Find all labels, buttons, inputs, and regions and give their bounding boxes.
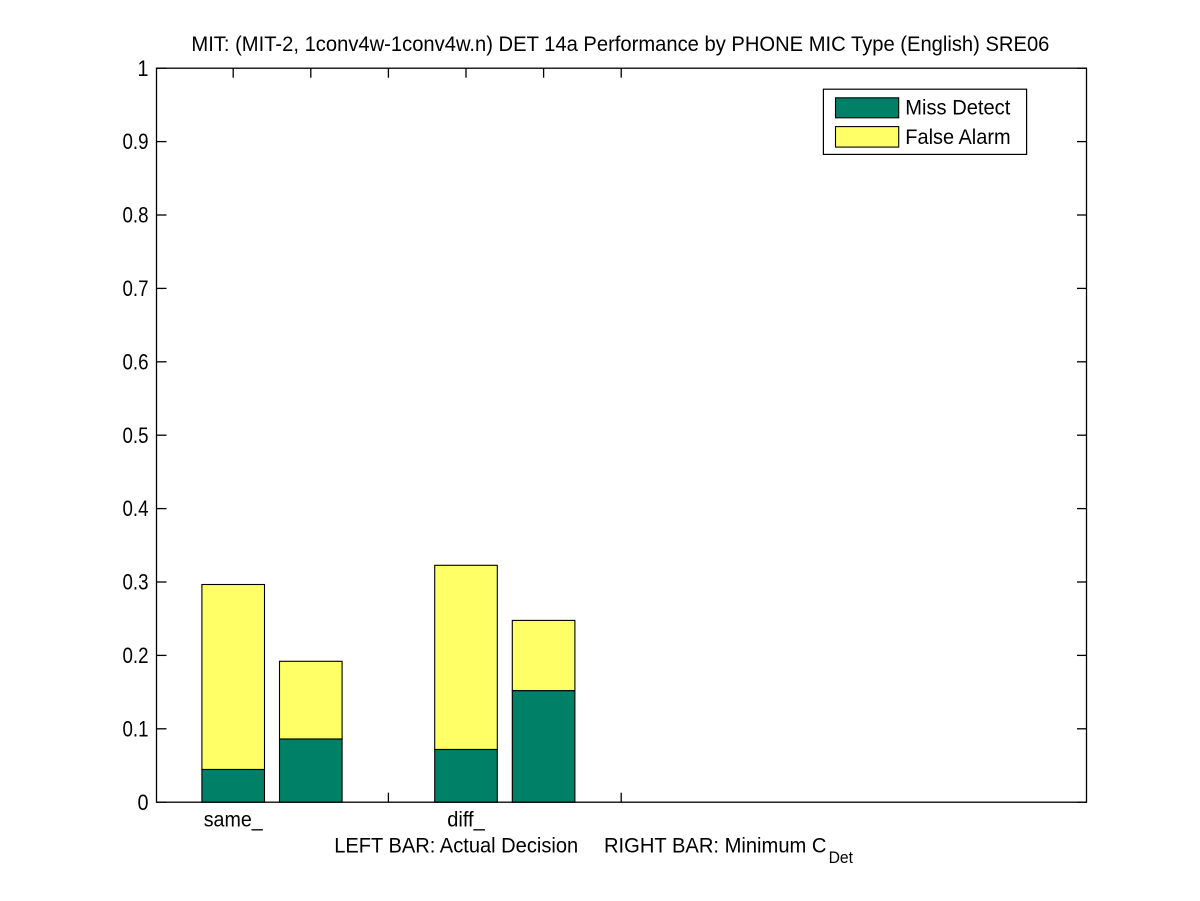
svg-text:Det: Det xyxy=(829,849,854,867)
svg-text:0.3: 0.3 xyxy=(123,570,149,595)
svg-text:False Alarm: False Alarm xyxy=(905,126,1010,149)
svg-text:RIGHT BAR: Minimum C: RIGHT BAR: Minimum C xyxy=(604,835,827,858)
svg-text:0.9: 0.9 xyxy=(123,129,149,154)
svg-text:0.5: 0.5 xyxy=(123,423,149,448)
svg-text:same_: same_ xyxy=(204,809,263,832)
svg-text:LEFT BAR: Actual Decision: LEFT BAR: Actual Decision xyxy=(334,835,578,858)
svg-text:MIT: (MIT-2, 1conv4w-1conv4w.n: MIT: (MIT-2, 1conv4w-1conv4w.n) DET 14a … xyxy=(191,33,1049,56)
svg-text:0.8: 0.8 xyxy=(123,203,149,228)
svg-text:0.6: 0.6 xyxy=(123,349,149,374)
svg-text:Miss Detect: Miss Detect xyxy=(905,97,1010,120)
svg-text:0.4: 0.4 xyxy=(123,496,149,521)
svg-text:diff_: diff_ xyxy=(447,809,485,832)
svg-text:0: 0 xyxy=(138,790,149,815)
svg-text:1: 1 xyxy=(138,56,149,81)
svg-text:0.2: 0.2 xyxy=(123,643,149,668)
svg-text:0.7: 0.7 xyxy=(123,276,149,301)
svg-text:0.1: 0.1 xyxy=(123,716,149,741)
